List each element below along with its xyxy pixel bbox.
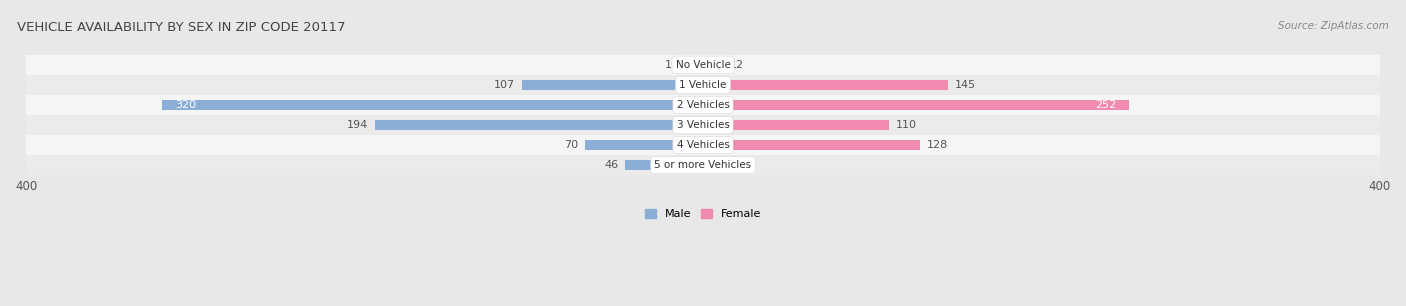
Bar [703, 120, 889, 130]
Text: 1 Vehicle: 1 Vehicle [679, 80, 727, 90]
Text: 128: 128 [927, 140, 948, 150]
Bar [703, 60, 723, 70]
Text: 12: 12 [730, 60, 744, 70]
Legend: Male, Female: Male, Female [641, 204, 765, 224]
Bar [686, 60, 703, 70]
Text: 10: 10 [665, 60, 679, 70]
Bar [626, 160, 703, 170]
Text: 320: 320 [174, 100, 197, 110]
Text: VEHICLE AVAILABILITY BY SEX IN ZIP CODE 20117: VEHICLE AVAILABILITY BY SEX IN ZIP CODE … [17, 21, 346, 34]
Bar [703, 140, 920, 150]
Text: 252: 252 [1095, 100, 1116, 110]
Bar [27, 115, 1379, 135]
Text: 145: 145 [955, 80, 976, 90]
Text: 46: 46 [605, 160, 619, 170]
Text: 110: 110 [896, 120, 917, 130]
Text: No Vehicle: No Vehicle [675, 60, 731, 70]
Text: 70: 70 [564, 140, 578, 150]
Bar [27, 135, 1379, 155]
Text: 17: 17 [738, 160, 752, 170]
Bar [703, 160, 731, 170]
Bar [27, 55, 1379, 75]
Text: 4 Vehicles: 4 Vehicles [676, 140, 730, 150]
Text: 107: 107 [494, 80, 515, 90]
Bar [27, 155, 1379, 175]
Bar [375, 120, 703, 130]
Bar [162, 100, 703, 110]
Bar [703, 80, 949, 90]
Text: 5 or more Vehicles: 5 or more Vehicles [654, 160, 752, 170]
Bar [27, 75, 1379, 95]
Text: Source: ZipAtlas.com: Source: ZipAtlas.com [1278, 21, 1389, 32]
Bar [522, 80, 703, 90]
Text: 194: 194 [347, 120, 368, 130]
Bar [703, 100, 1129, 110]
Text: 2 Vehicles: 2 Vehicles [676, 100, 730, 110]
Bar [27, 95, 1379, 115]
Text: 3 Vehicles: 3 Vehicles [676, 120, 730, 130]
Bar [585, 140, 703, 150]
